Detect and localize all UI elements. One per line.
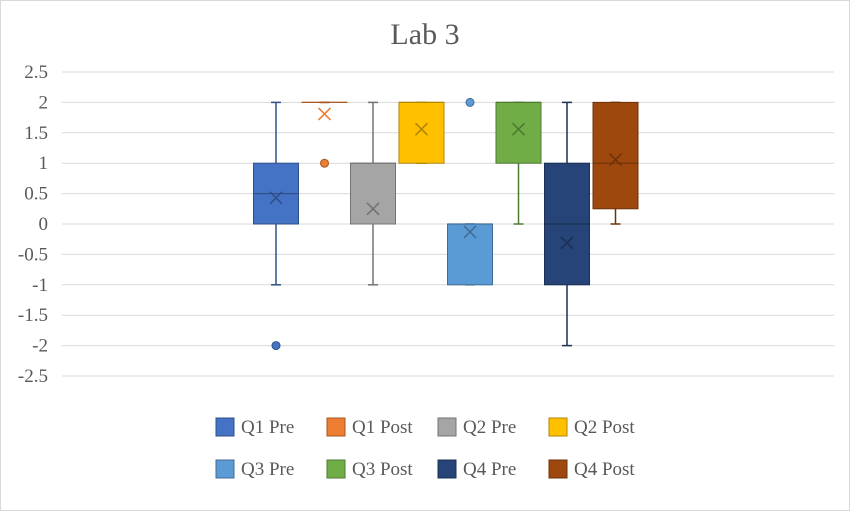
box <box>350 162 396 225</box>
box-q2-pre <box>350 101 396 286</box>
legend-item: Q4 Post <box>548 459 635 480</box>
legend: Q1 Pre Q1 Post Q2 Pre Q2 Post Q3 Pre Q3 Post Q… <box>215 417 635 480</box>
box-series <box>253 97 639 351</box>
box-q3-post <box>495 101 542 225</box>
legend-item: Q2 Pre <box>437 417 516 438</box>
y-tick-label: -2.5 <box>18 366 48 387</box>
legend-item: Q4 Pre <box>437 459 516 480</box>
legend-item: Q1 Pre <box>215 417 294 438</box>
box <box>592 101 639 210</box>
y-tick-label: -1.5 <box>18 305 48 326</box>
y-tick-label: 2.5 <box>24 62 48 83</box>
legend-label: Q4 Pre <box>463 459 516 480</box>
legend-label: Q2 Post <box>574 417 635 438</box>
mean-marker <box>317 107 332 121</box>
legend-swatch <box>548 459 568 479</box>
legend-swatch <box>437 417 457 437</box>
y-tick-label: 0 <box>39 214 49 235</box>
mean-marker <box>366 202 380 216</box>
gridlines <box>62 71 834 377</box>
box-q1-pre <box>253 101 299 351</box>
legend-item: Q3 Post <box>326 459 413 480</box>
mean-marker <box>608 152 623 167</box>
box <box>447 223 493 286</box>
mean-marker <box>560 236 574 250</box>
legend-swatch <box>215 459 235 479</box>
y-tick-label: -2 <box>32 336 48 357</box>
box-q1-post <box>301 101 348 168</box>
box <box>495 101 542 164</box>
legend-label: Q3 Pre <box>241 459 294 480</box>
mean-marker <box>511 122 526 136</box>
y-tick-label: 1 <box>39 153 49 174</box>
legend-label: Q3 Post <box>352 459 413 480</box>
outlier-point <box>465 97 475 107</box>
box <box>398 101 445 164</box>
outlier-point <box>271 341 281 351</box>
y-tick-label: 2 <box>39 92 49 113</box>
y-tick-label: -1 <box>32 275 48 296</box>
y-axis-tick-labels: 2.5 2 1.5 1 0.5 0 -0.5 -1 -1.5 -2 -2.5 <box>18 62 48 387</box>
mean-marker <box>269 191 283 205</box>
legend-swatch <box>548 417 568 437</box>
y-tick-label: -0.5 <box>18 244 48 265</box>
legend-item: Q2 Post <box>548 417 635 438</box>
legend-swatch <box>437 459 457 479</box>
y-tick-label: 0.5 <box>24 184 48 205</box>
mean-marker <box>414 122 429 136</box>
legend-label: Q2 Pre <box>463 417 516 438</box>
legend-label: Q4 Post <box>574 459 635 480</box>
mean-marker <box>463 225 477 239</box>
legend-item: Q3 Pre <box>215 459 294 480</box>
y-tick-label: 1.5 <box>24 123 48 144</box>
chart-title: Lab 3 <box>390 18 459 51</box>
outlier-point <box>320 158 329 168</box>
legend-label: Q1 Pre <box>241 417 294 438</box>
legend-swatch <box>215 417 235 437</box>
legend-swatch <box>326 417 346 437</box>
legend-label: Q1 Post <box>352 417 413 438</box>
box-q3-pre <box>447 97 493 286</box>
box-q2-post <box>398 101 445 164</box>
legend-swatch <box>326 459 346 479</box>
legend-item: Q1 Post <box>326 417 413 438</box>
box-q4-post <box>592 101 639 225</box>
box-q4-pre <box>544 101 590 347</box>
